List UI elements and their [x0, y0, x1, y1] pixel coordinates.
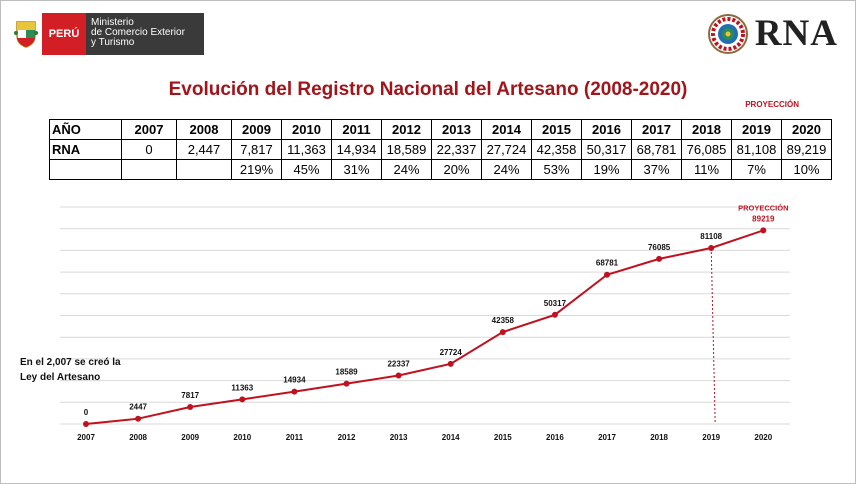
projection-annotation: PROYECCIÓN: [738, 203, 788, 212]
table-row-growth: 219% 45% 31% 24% 20% 24% 53% 19% 37% 11% 7% 10%: [49, 159, 832, 180]
data-point: [291, 388, 298, 395]
page-title: Evolución del Registro Nacional del Arte…: [168, 79, 688, 100]
data-label: 22337: [387, 360, 410, 369]
data-point: [135, 415, 142, 422]
table-growth-cell: 20%: [431, 159, 482, 180]
ministry-name: Ministerio de Comercio Exterior y Turism…: [86, 13, 204, 55]
table-year-cell: 2019: [731, 119, 782, 140]
coat-of-arms-icon: [10, 13, 42, 55]
brand-name: RNA: [754, 13, 838, 54]
table-year-cell: 2007: [121, 119, 177, 140]
projection-label: PROYECCIÓN: [745, 100, 799, 109]
table-growth-cell: 37%: [631, 159, 682, 180]
table-row-rna: RNA 0 2,447 7,817 11,363 14,934 18,589 22,337 27…: [49, 139, 832, 160]
table-rna-cell: 2,447: [176, 139, 232, 160]
x-tick-label: 2007: [77, 433, 95, 442]
data-label: 89219: [752, 214, 775, 223]
data-point: [708, 244, 715, 251]
data-label: 42358: [492, 316, 515, 325]
data-point: [395, 372, 402, 379]
data-label: 7817: [181, 391, 199, 400]
table-growth-cell: 53%: [531, 159, 582, 180]
table-growth-cell: 31%: [331, 159, 382, 180]
rna-logo: RNA: [707, 12, 838, 55]
x-tick-label: 2010: [233, 433, 251, 442]
x-tick-label: 2020: [754, 433, 772, 442]
chart-note: En el 2,007 se creó la Ley del Artesano: [20, 355, 150, 385]
data-label: 11363: [231, 383, 253, 392]
data-label: 27724: [440, 348, 463, 357]
country-label: PERÚ: [42, 13, 86, 55]
table-rna-cell: 14,934: [331, 139, 382, 160]
table-year-cell: 2014: [481, 119, 532, 140]
data-label: 76085: [648, 243, 671, 252]
x-tick-label: 2013: [390, 433, 408, 442]
table-growth-cell: 24%: [381, 159, 432, 180]
data-point: [187, 404, 194, 411]
note-line-1: En el 2,007 se creó la: [20, 357, 121, 368]
table-growth-cell: 219%: [231, 159, 282, 180]
table-rna-cell: 76,085: [681, 139, 732, 160]
x-tick-label: 2011: [286, 433, 304, 442]
table-rna-cell: 89,219: [781, 139, 832, 160]
x-tick-label: 2012: [338, 433, 356, 442]
data-table: AÑO 2007 2008 2009 2010 2011 2012 2013 2014 2015 2…: [49, 119, 832, 180]
series-line: [85, 229, 764, 425]
data-label: 18589: [335, 368, 358, 377]
data-point: [343, 380, 350, 387]
table-year-cell: 2010: [281, 119, 332, 140]
table-growth-cell: 11%: [681, 159, 732, 180]
table-year-cell: 2018: [681, 119, 732, 140]
table-row-label: RNA: [49, 139, 122, 160]
data-point: [499, 329, 506, 336]
data-point: [656, 255, 663, 262]
data-label: 14934: [283, 376, 306, 385]
x-tick-label: 2008: [129, 433, 147, 442]
table-year-cell: 2008: [176, 119, 232, 140]
data-point: [551, 311, 558, 318]
table-year-cell: 2011: [331, 119, 382, 140]
data-label: 0: [84, 408, 89, 417]
note-line-2: Ley del Artesano: [20, 372, 101, 383]
data-point: [447, 360, 454, 367]
x-tick-label: 2016: [546, 433, 564, 442]
data-label: 81108: [700, 232, 722, 241]
data-point: [760, 227, 767, 234]
x-tick-label: 2018: [650, 433, 668, 442]
table-growth-cell: 19%: [581, 159, 632, 180]
x-tick-label: 2014: [442, 433, 460, 442]
data-label: 50317: [544, 299, 567, 308]
data-point: [83, 421, 89, 427]
data-label: 68781: [596, 259, 619, 268]
table-growth-cell: 7%: [731, 159, 782, 180]
x-tick-label: 2017: [598, 433, 616, 442]
data-label: 2447: [129, 403, 147, 412]
ministry-logo: PERÚ Ministerio de Comercio Exterior y T…: [10, 13, 204, 55]
x-tick-label: 2015: [494, 433, 512, 442]
x-tick-label: 2019: [702, 433, 720, 442]
data-point: [604, 271, 610, 278]
table-growth-cell: 24%: [481, 159, 532, 180]
data-point: [239, 396, 246, 403]
projection-marker: [710, 247, 716, 425]
x-tick-label: 2009: [181, 433, 199, 442]
table-growth-cell: 45%: [281, 159, 332, 180]
rna-emblem-icon: [707, 13, 748, 54]
table-growth-cell: 10%: [781, 159, 832, 180]
